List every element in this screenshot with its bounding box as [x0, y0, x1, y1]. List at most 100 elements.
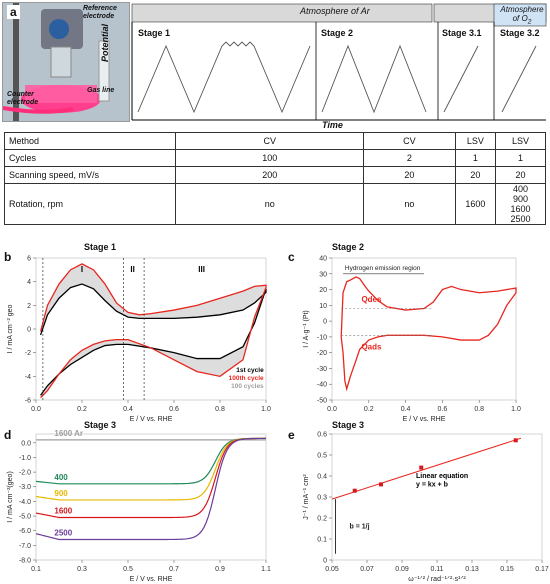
potential-axis-label: Potential — [100, 23, 110, 62]
y-axis-label: I / A·g⁻¹ (Pt) — [303, 310, 310, 348]
protocol-diagram — [131, 3, 547, 121]
y-tick-label: 10 — [319, 303, 327, 310]
y-tick-label: -2 — [25, 350, 31, 357]
o2-atmosphere-header: Atmosphere of O2 — [500, 5, 544, 26]
x-tick-label: 0.8 — [215, 406, 225, 413]
panel-c-title: Stage 2 — [332, 242, 365, 252]
x-tick-label: 0.3 — [77, 566, 87, 573]
hydrogen-region-label: Hydrogen emission region — [345, 265, 421, 272]
data-point — [419, 465, 424, 470]
counter-electrode-label: Counter electrode — [7, 91, 39, 106]
equation-formula: y = kx + b — [416, 482, 448, 489]
x-tick-label: 0.17 — [535, 566, 549, 573]
y-tick-label: 40 — [319, 256, 327, 263]
panel-d-label: d — [4, 428, 12, 442]
table-cell: LSV — [454, 132, 497, 150]
x-tick-label: 0.13 — [465, 566, 479, 573]
y-tick-label: 0.3 — [317, 495, 327, 502]
series-label: 400 — [54, 473, 68, 482]
table-row-label: Scanning speed, mV/s — [3, 166, 177, 184]
y-tick-label: -3.0 — [19, 484, 31, 491]
plot-area — [331, 257, 517, 401]
y-tick-label: -4 — [25, 374, 31, 381]
y-tick-label: -50 — [317, 398, 327, 405]
x-axis-label: E / V vs. RHE — [403, 416, 446, 422]
table-cell: LSV — [495, 132, 546, 150]
qads-label: Qads — [361, 343, 382, 352]
table-row: Scanning speed, mV/s 200 20 20 20 — [3, 166, 546, 184]
series-label: 900 — [54, 489, 68, 498]
y-tick-label: 0 — [323, 319, 327, 326]
cell-photo-drawing — [3, 3, 129, 121]
table-cell: CV — [175, 132, 365, 150]
table-row: Cycles 100 2 1 1 — [3, 149, 546, 167]
x-tick-label: 0.4 — [123, 406, 133, 413]
table-cell: 20 — [363, 166, 456, 184]
x-tick-label: 0.6 — [169, 406, 179, 413]
legend-entry: 1st cycle — [236, 367, 264, 374]
series-1st-cycle — [39, 283, 267, 396]
x-tick-label: 0.15 — [500, 566, 514, 573]
data-point — [352, 488, 357, 493]
x-tick-label: 0.0 — [31, 406, 41, 413]
table-row: Rotation, rpm no no 1600 400 900 1600 2500 — [3, 183, 546, 225]
y-axis-label: J⁻¹ / mA⁻¹ cm² — [303, 474, 310, 520]
table-cell: 1 — [495, 149, 546, 167]
data-point — [379, 482, 383, 487]
y-tick-label: 0.1 — [317, 537, 327, 544]
protocol-table: Method CV CV LSV LSV Cycles 100 2 1 1 Scanning spe… — [3, 132, 546, 225]
x-tick-label: 0.11 — [430, 566, 443, 573]
panel-e-title: Stage 3 — [332, 420, 365, 430]
y-tick-label: -6.0 — [19, 528, 31, 535]
table-cell: 100 — [175, 149, 365, 167]
cycling-band-100-cycles — [40, 263, 266, 398]
chart-e-koutecky-levich: 0.05 0.07 0.09 0.11 0.13 0.15 0.17 0 0.1 0.2 0.3 0.… — [303, 432, 549, 584]
table-cell: no — [175, 183, 365, 225]
table-row-label: Cycles — [3, 149, 177, 167]
stage-1-label: Stage 1 — [138, 28, 171, 38]
table-cell: CV — [363, 132, 456, 150]
y-tick-label: -20 — [317, 350, 327, 357]
y-tick-label: 4 — [27, 279, 31, 286]
series-label: 1600 — [54, 507, 72, 516]
table-cell: no — [363, 183, 456, 225]
cv-series — [340, 276, 517, 392]
x-tick-label: 0.09 — [395, 566, 409, 573]
panel-c-label: c — [288, 250, 295, 264]
y-tick-label: 6 — [27, 256, 31, 263]
data-point — [513, 438, 518, 443]
y-tick-label: 0.4 — [317, 474, 327, 481]
stage-3-1-label: Stage 3.1 — [442, 28, 482, 38]
panel-d-title: Stage 3 — [84, 420, 117, 430]
x-axis-label: E / V vs. RHE — [130, 416, 173, 422]
panel-b-title: Stage 1 — [84, 242, 117, 252]
y-axis-label: I / mA cm⁻² geo — [7, 304, 14, 353]
y-tick-label: 0.0 — [21, 440, 31, 447]
fit-line — [331, 437, 522, 500]
x-tick-label: 0.5 — [123, 566, 133, 573]
lsv-series — [35, 437, 267, 519]
y-tick-label: 2 — [27, 303, 31, 310]
region-label: III — [198, 265, 205, 274]
x-tick-label: 0.4 — [401, 406, 411, 413]
series-100th-cycle — [39, 263, 267, 399]
y-axis-label: I / mA cm⁻²(geo) — [7, 471, 14, 523]
chart-c-cv-stage2: 0.0 0.2 0.4 0.6 0.8 1.0 -50 -40 -30 -20 -10 0 10 20 30… — [303, 256, 521, 423]
x-axis-label: E / V vs. RHE — [130, 576, 173, 583]
y-tick-label: -40 — [317, 382, 327, 389]
x-tick-label: 0.9 — [215, 566, 225, 573]
x-tick-label: 0.2 — [364, 406, 374, 413]
x-tick-label: 0.07 — [360, 566, 374, 573]
lsv-series — [35, 437, 267, 501]
o2-header-box — [493, 3, 547, 27]
equation-title: Linear equation — [416, 473, 468, 480]
x-axis-label: ω⁻¹ᐟ² / rad⁻¹ᐟ²·s¹ᐟ² — [408, 576, 466, 583]
y-tick-label: 0.5 — [317, 453, 327, 460]
lsv-series — [35, 437, 267, 541]
x-tick-label: 1.0 — [511, 406, 521, 413]
plot-area — [331, 433, 543, 561]
intercept-label: b = 1/j — [350, 524, 370, 531]
ar-header-box — [131, 3, 433, 23]
y-tick-label: 20 — [319, 287, 327, 294]
y-tick-label: 30 — [319, 271, 327, 278]
